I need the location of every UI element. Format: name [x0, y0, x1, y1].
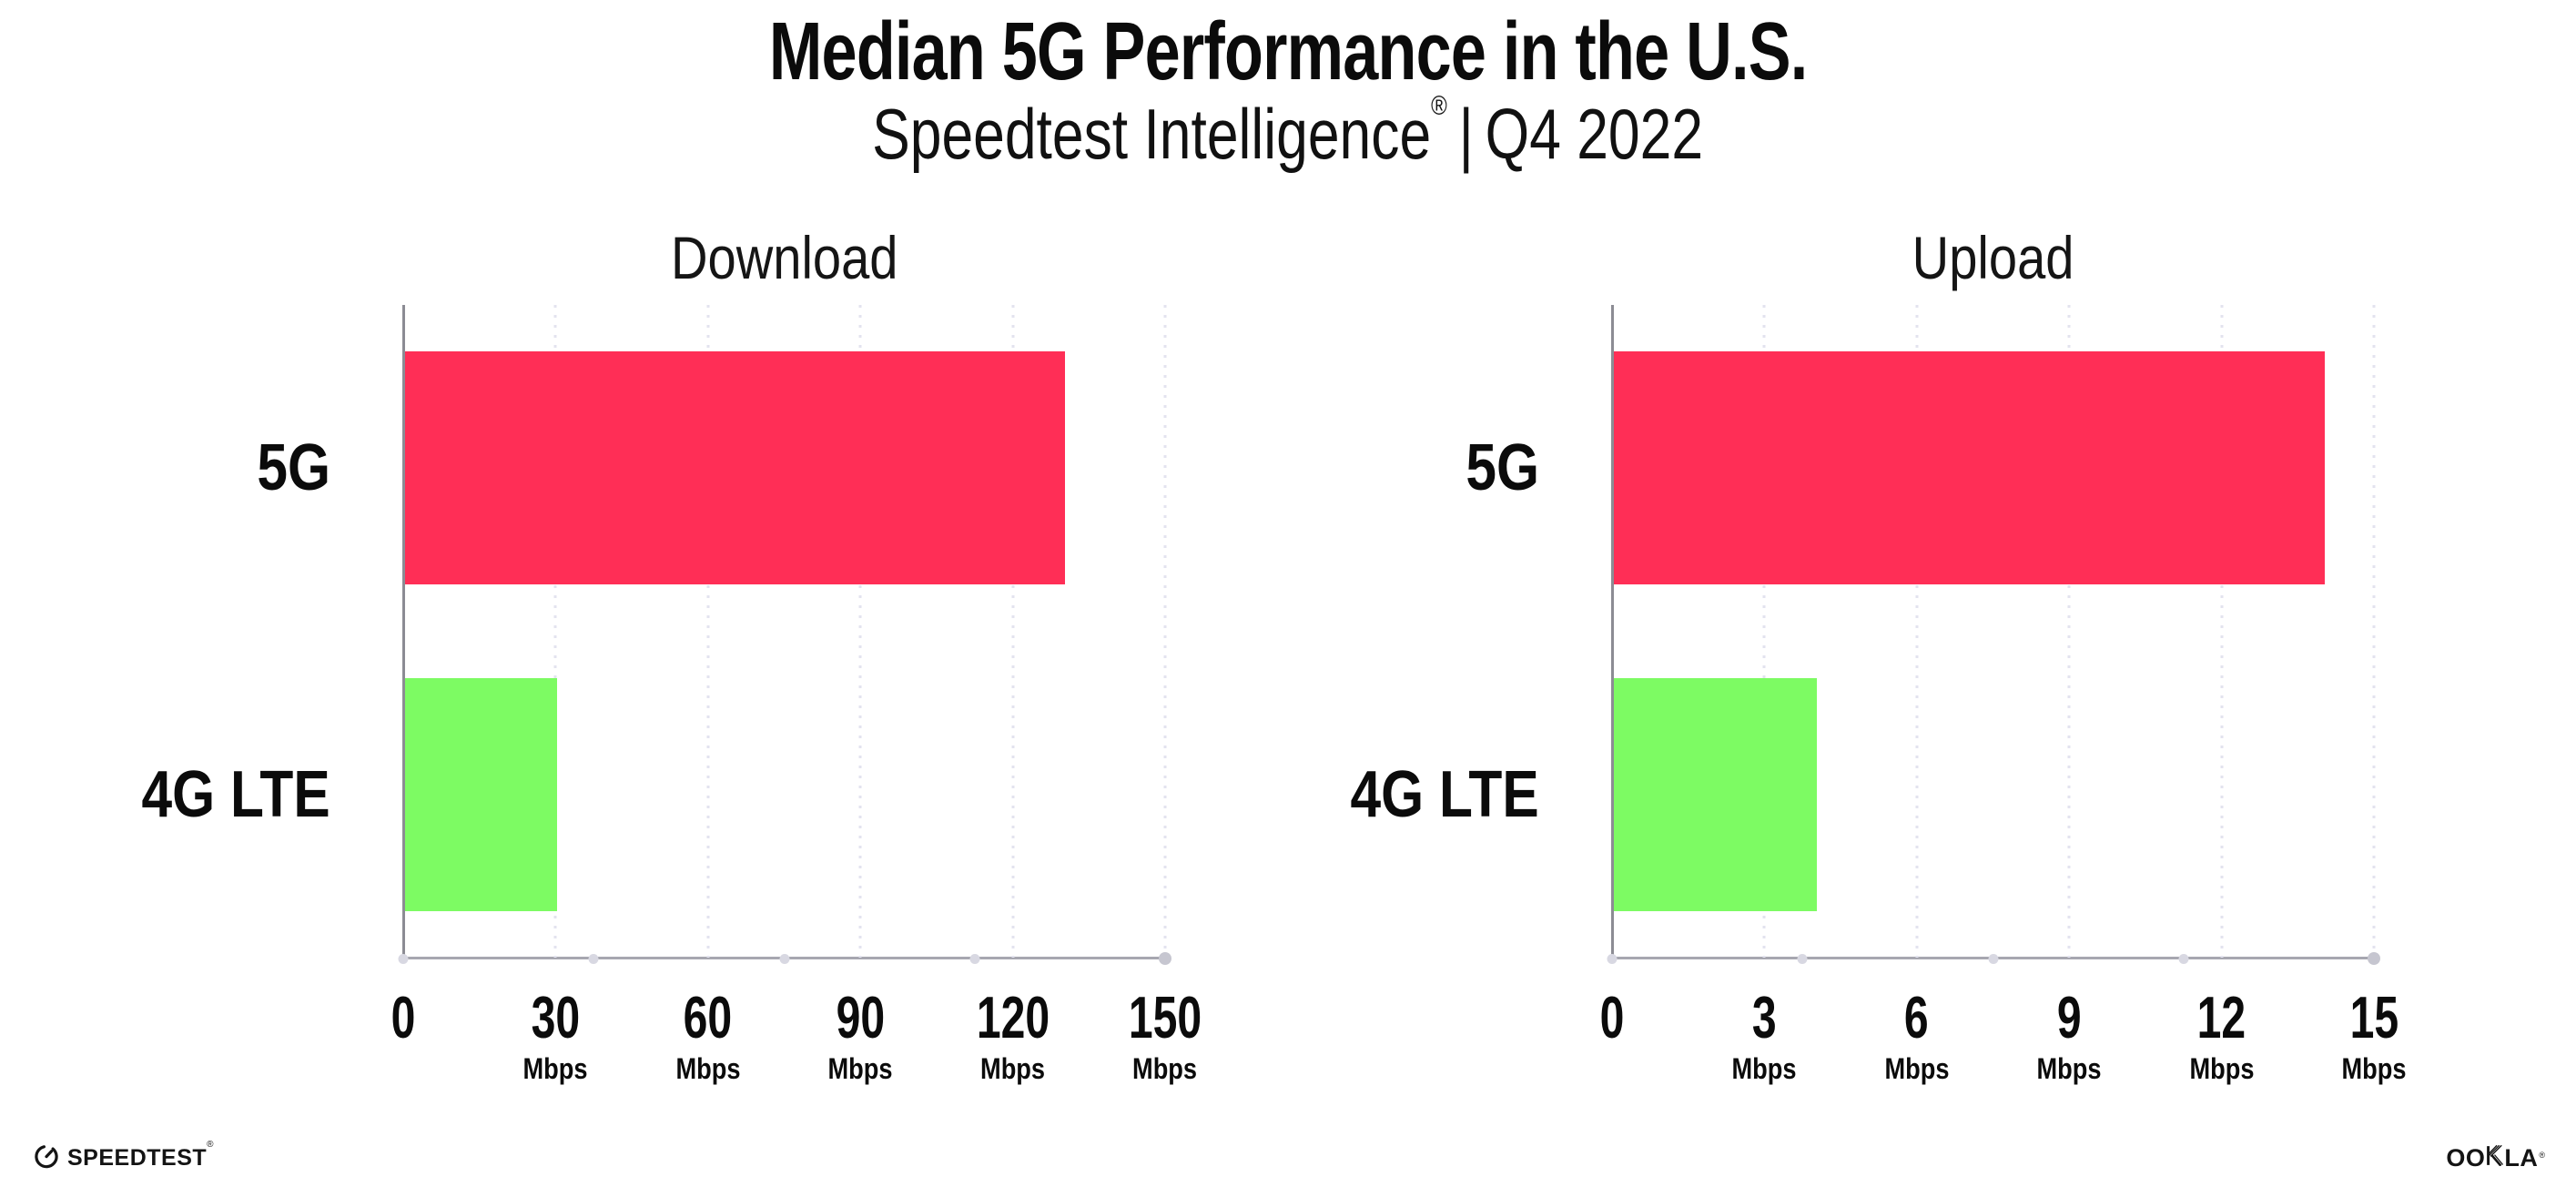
x-axis-ticks: 0 3 Mbps 6 Mbps 9 Mbps 12 Mbps 15 Mbps [1600, 988, 2407, 1133]
ookla-logo: OO LA ® [2446, 1144, 2545, 1172]
tick-label: 3 Mbps [1727, 988, 1803, 1083]
category-label-4g-lte: 4G LTE [1350, 758, 1539, 831]
axis-end-dot [2368, 952, 2380, 965]
ookla-registered-icon: ® [2539, 1151, 2545, 1160]
tick-value: 0 [1599, 984, 1625, 1050]
tick-label: 9 Mbps [2031, 988, 2107, 1083]
x-axis-ticks: 0 30 Mbps 60 Mbps 90 Mbps 120 Mbps 150 Mbps [391, 988, 1202, 1133]
tick-unit: Mbps [2189, 1052, 2255, 1085]
tick-value: 9 [2056, 984, 2082, 1050]
subtitle-brand: Speedtest Intelligence [872, 93, 1432, 174]
plot-area [1607, 305, 2380, 965]
gridline [1011, 305, 1015, 958]
axis-tick-dot [588, 954, 599, 964]
tick-value: 0 [390, 984, 416, 1050]
category-labels: 5G 4G LTE [36, 305, 367, 958]
bar-4g-lte [405, 678, 557, 911]
tick-label: 0 [1596, 988, 1628, 1047]
header: Median 5G Performance in the U.S. Speedt… [0, 9, 2576, 171]
axis-end-dot [1159, 952, 1171, 965]
speedtest-logo: SPEEDTEST® [34, 1139, 215, 1173]
tick-label: 90 Mbps [822, 988, 898, 1083]
tick-unit: Mbps [980, 1052, 1046, 1085]
axis-tick-dot [969, 954, 980, 964]
speedtest-trademark-icon: ® [207, 1139, 215, 1150]
gridline [2220, 305, 2224, 958]
tick-unit: Mbps [675, 1052, 741, 1085]
bar-4g-lte [1614, 678, 1817, 911]
tick-unit: Mbps [827, 1052, 893, 1085]
tick-label: 60 Mbps [670, 988, 746, 1083]
tick-label: 150 Mbps [1116, 988, 1214, 1083]
tick-label: 15 Mbps [2336, 988, 2412, 1083]
gridline [2372, 305, 2376, 958]
category-label-5g: 5G [257, 431, 330, 504]
subtitle-period: Q4 2022 [1486, 93, 1704, 174]
gridline [706, 305, 710, 958]
chart-title: Upload [1912, 224, 2074, 291]
tick-label: 120 Mbps [963, 988, 1061, 1083]
category-labels: 5G 4G LTE [1245, 305, 1576, 958]
tick-value: 30 [531, 984, 581, 1050]
y-axis-spine [1611, 305, 1614, 958]
bar-5g [1614, 351, 2325, 584]
footer: SPEEDTEST® OO LA ® [34, 1138, 2545, 1178]
tick-unit: Mbps [1731, 1052, 1797, 1085]
tick-label: 6 Mbps [1879, 988, 1955, 1083]
axis-tick-dot [2178, 954, 2189, 964]
tick-value: 12 [2196, 984, 2246, 1050]
ookla-wordmark-right: LA [2504, 1144, 2539, 1172]
gridline [858, 305, 862, 958]
tick-unit: Mbps [1884, 1052, 1950, 1085]
tick-value: 15 [2349, 984, 2399, 1050]
page-title-text: Median 5G Performance in the U.S. [768, 6, 1808, 97]
ookla-wordmark-left: OO [2446, 1144, 2486, 1172]
speedtest-wordmark: SPEEDTEST® [67, 1139, 215, 1171]
chart-download: Download 5G 4G LTE 0 30 Mbps 60 Mbps 90 Mbps 12… [36, 224, 1202, 1138]
gridline [1915, 305, 1919, 958]
tick-value: 6 [1904, 984, 1930, 1050]
tick-value: 3 [1752, 984, 1777, 1050]
tick-value: 60 [684, 984, 733, 1050]
chart-upload: Upload 5G 4G LTE 0 3 Mbps 6 Mbps 9 Mbps 12 Mbps 1… [1245, 224, 2407, 1138]
tick-value: 90 [836, 984, 885, 1050]
registered-mark-icon: ® [1431, 90, 1448, 121]
tick-unit: Mbps [2341, 1052, 2407, 1085]
ookla-k-icon [2486, 1144, 2504, 1171]
category-label-5g: 5G [1465, 431, 1539, 504]
chart-title: Download [670, 224, 898, 291]
tick-unit: Mbps [1132, 1052, 1198, 1085]
gridline [1762, 305, 1766, 958]
page-title: Median 5G Performance in the U.S. [0, 9, 2576, 96]
gridline [2067, 305, 2071, 958]
axis-tick-dot [1988, 954, 1998, 964]
tick-label: 12 Mbps [2184, 988, 2260, 1083]
tick-value: 150 [1128, 984, 1202, 1050]
axis-tick-dot [779, 954, 789, 964]
page-subtitle: Speedtest Intelligence® | Q4 2022 [0, 91, 2576, 174]
tick-value: 120 [976, 984, 1050, 1050]
gridline [1163, 305, 1167, 958]
y-axis-spine [402, 305, 405, 958]
axis-tick-dot [398, 954, 409, 964]
axis-tick-dot [1797, 954, 1808, 964]
speedtest-gauge-icon [34, 1143, 59, 1173]
axis-tick-dot [1607, 954, 1618, 964]
plot-area [398, 305, 1171, 965]
subtitle-separator: | [1459, 93, 1475, 174]
tick-unit: Mbps [522, 1052, 588, 1085]
bar-5g [405, 351, 1065, 584]
tick-label: 30 Mbps [518, 988, 594, 1083]
tick-unit: Mbps [2036, 1052, 2102, 1085]
tick-label: 0 [387, 988, 420, 1047]
gridline [553, 305, 557, 958]
category-label-4g-lte: 4G LTE [141, 758, 330, 831]
